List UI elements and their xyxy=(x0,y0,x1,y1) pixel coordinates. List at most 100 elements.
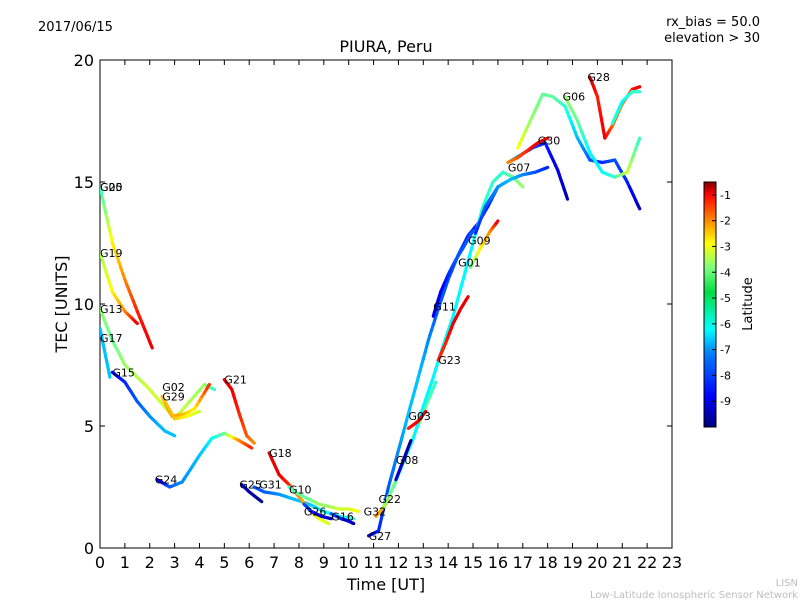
colorbar-tick-label: -9 xyxy=(720,395,731,408)
prn-label: G17 xyxy=(100,332,123,345)
prn-label: G10 xyxy=(289,483,312,496)
series-g01 xyxy=(469,219,500,269)
prn-label: G29 xyxy=(162,391,185,404)
prn-label: G01 xyxy=(458,257,481,270)
y-tick-label: 20 xyxy=(74,51,94,70)
x-axis-label: Time [UT] xyxy=(346,575,425,594)
series-g15 xyxy=(110,370,177,438)
prn-label: G15 xyxy=(112,366,135,379)
colorbar-label: Latitude xyxy=(741,277,756,331)
prn-label: G02 xyxy=(162,381,185,394)
x-tick-label: 2 xyxy=(145,553,155,572)
x-tick-label: 6 xyxy=(244,553,254,572)
prn-label: G24 xyxy=(155,474,178,487)
x-tick-label: 11 xyxy=(363,553,383,572)
series-g23 xyxy=(436,295,470,362)
prn-label: G28 xyxy=(587,71,610,84)
y-axis-ticks: 0 5 10 15 20 xyxy=(74,51,672,558)
plot-area xyxy=(99,59,673,549)
prn-label: G05 xyxy=(100,181,123,194)
x-tick-label: 8 xyxy=(294,553,304,572)
prn-label: G30 xyxy=(538,135,561,148)
footer-org-long: Low-Latitude Ionospheric Sensor Network xyxy=(590,590,798,600)
prn-label: G07 xyxy=(508,161,531,174)
prn-label: G18 xyxy=(269,447,292,460)
colorbar xyxy=(703,181,717,428)
prn-label: G21 xyxy=(224,374,247,387)
prn-label: G27 xyxy=(369,530,392,543)
x-tick-label: 20 xyxy=(587,553,607,572)
prn-label: G08 xyxy=(396,454,419,467)
colorbar-tick-label: -3 xyxy=(720,240,731,253)
series-segment xyxy=(205,382,211,391)
series-segment xyxy=(543,165,550,170)
x-tick-label: 14 xyxy=(438,553,458,572)
x-tick-label: 1 xyxy=(120,553,130,572)
series-g30 xyxy=(506,136,550,165)
x-tick-label: 7 xyxy=(269,553,279,572)
prn-label: G26 xyxy=(304,505,327,518)
series-segment xyxy=(104,213,110,226)
series-g12 xyxy=(610,90,642,126)
series-segment xyxy=(422,409,428,415)
series-segment xyxy=(635,202,642,211)
x-tick-label: 21 xyxy=(612,553,632,572)
series-segment xyxy=(495,219,500,225)
series-segment xyxy=(408,439,413,446)
series-g06 xyxy=(516,92,642,211)
series-layer xyxy=(100,75,642,538)
prn-label: G13 xyxy=(100,303,123,316)
x-tick-label: 15 xyxy=(463,553,483,572)
series-segment xyxy=(258,498,264,504)
series-segment xyxy=(564,192,570,201)
colorbar-tick-label: -4 xyxy=(720,266,731,279)
prn-label: G06 xyxy=(563,91,586,104)
prn-label: G16 xyxy=(331,510,354,523)
prn-label: G23 xyxy=(438,354,461,367)
colorbar-tick-label: -2 xyxy=(720,215,731,228)
x-tick-label: 5 xyxy=(219,553,229,572)
colorbar-tick-label: -5 xyxy=(720,292,731,305)
prn-label: G22 xyxy=(379,493,402,506)
x-tick-label: 12 xyxy=(388,553,408,572)
colorbar-ticks: -1 -2 -3 -4 -5 -6 -7 -8 -9 xyxy=(712,189,731,408)
y-tick-label: 15 xyxy=(74,173,94,192)
series-g26 xyxy=(302,502,333,521)
prn-label: G19 xyxy=(100,247,123,260)
prn-label: G09 xyxy=(468,235,491,248)
series-g11 xyxy=(431,229,475,318)
series-segment xyxy=(465,295,470,301)
footer-org-short: LISN xyxy=(776,578,798,589)
x-axis-ticks: 0 1 2 3 4 5 6 7 8 9 10 11 12 13 14 15 16 17 18 19 20 21 22 23 xyxy=(95,60,682,572)
series-g10 xyxy=(287,485,361,513)
series-segment xyxy=(108,232,115,245)
date-label: 2017/06/15 xyxy=(38,20,113,35)
series-g19 xyxy=(100,251,139,326)
prn-label: G11 xyxy=(433,300,456,313)
prn-label: G25 xyxy=(239,479,262,492)
y-tick-label: 10 xyxy=(74,295,94,314)
series-g08 xyxy=(394,439,413,482)
colorbar-tick-label: -8 xyxy=(720,369,731,382)
series-g20 xyxy=(100,185,154,350)
x-tick-label: 10 xyxy=(339,553,359,572)
series-segment xyxy=(148,340,154,350)
x-tick-label: 18 xyxy=(537,553,557,572)
x-tick-label: 13 xyxy=(413,553,433,572)
y-tick-label: 5 xyxy=(84,417,94,436)
colorbar-tick-label: -6 xyxy=(720,318,731,331)
x-tick-label: 3 xyxy=(170,553,180,572)
prn-label: G20 xyxy=(100,181,123,194)
x-tick-label: 23 xyxy=(662,553,682,572)
series-g29 xyxy=(160,395,202,421)
x-tick-label: 16 xyxy=(488,553,508,572)
x-tick-label: 4 xyxy=(194,553,204,572)
prn-label: G03 xyxy=(408,410,431,423)
series-g17 xyxy=(100,326,112,379)
x-tick-label: 9 xyxy=(319,553,329,572)
series-g24 xyxy=(155,431,254,489)
series-segment xyxy=(544,136,550,141)
series-g21 xyxy=(222,378,256,445)
